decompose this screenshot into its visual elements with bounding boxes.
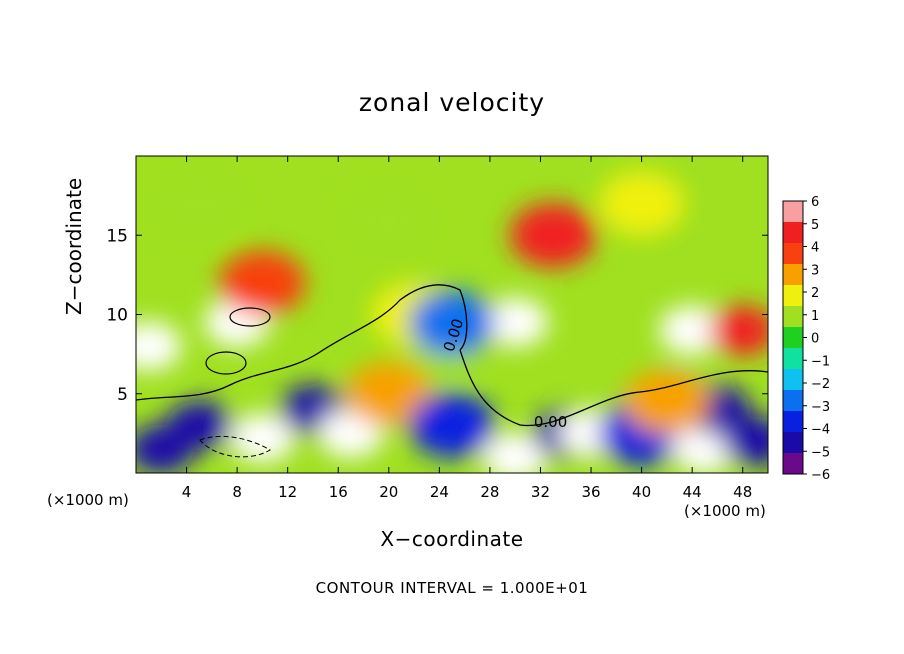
colorbar-tick-label: 0 bbox=[811, 332, 819, 347]
colorbar-segment bbox=[783, 285, 803, 307]
heatmap-cell bbox=[346, 187, 432, 251]
x-tick-label: 12 bbox=[278, 483, 297, 501]
x-tick-label: 16 bbox=[329, 483, 348, 501]
contour-label: 0.00 bbox=[534, 413, 567, 431]
colorbar-segment bbox=[783, 453, 803, 475]
colorbar-tick-label: −6 bbox=[811, 468, 830, 483]
heatmap-cell bbox=[156, 171, 242, 235]
colorbar-segment bbox=[783, 306, 803, 328]
x-axis-label: X−coordinate bbox=[0, 527, 904, 551]
x-tick-label: 32 bbox=[531, 483, 550, 501]
colorbar-segment bbox=[783, 411, 803, 433]
colorbar-tick-label: 3 bbox=[811, 263, 819, 278]
heatmap-cell bbox=[510, 203, 596, 267]
colorbar-segment bbox=[783, 243, 803, 265]
colorbar-segment bbox=[783, 348, 803, 370]
colorbar-tick-label: 2 bbox=[811, 286, 819, 301]
x-tick-label: 24 bbox=[430, 483, 449, 501]
contour-interval-note: CONTOUR INTERVAL = 1.000E+01 bbox=[0, 579, 904, 597]
x-tick-label: 20 bbox=[379, 483, 398, 501]
colorbar-segment bbox=[783, 369, 803, 391]
x-tick-label: 44 bbox=[683, 483, 702, 501]
colorbar-tick-label: 5 bbox=[811, 218, 819, 233]
y-axis-label: Z−coordinate bbox=[62, 178, 86, 315]
chart-svg: 4 8 12 16 20 24 28 32 36 40 44 48 51015 0.000.00 65… bbox=[0, 0, 904, 654]
heatmap-cell bbox=[409, 393, 495, 457]
x-tick-label: 8 bbox=[232, 483, 242, 501]
colorbar-tick-label: 6 bbox=[811, 195, 819, 210]
colorbar-segment bbox=[783, 201, 803, 223]
x-tick-label: 48 bbox=[733, 483, 752, 501]
colorbar-tick-label: −3 bbox=[811, 400, 830, 415]
colorbar-segment bbox=[783, 327, 803, 349]
heatmap-cell bbox=[219, 251, 305, 315]
colorbar-tick-label: −2 bbox=[811, 377, 830, 392]
x-unit-left: (×1000 m) bbox=[47, 491, 129, 509]
heatmap-cell bbox=[116, 322, 182, 371]
colorbar-tick-label: −5 bbox=[811, 445, 830, 460]
heatmap-cell bbox=[599, 171, 685, 235]
colorbar-tick-label: −4 bbox=[811, 423, 830, 438]
x-tick-label: 28 bbox=[480, 483, 499, 501]
x-unit-right: (×1000 m) bbox=[684, 502, 766, 520]
colorbar-tick-label: −1 bbox=[811, 354, 830, 369]
colorbar-tick-label: 1 bbox=[811, 309, 819, 324]
heatmap-cell bbox=[710, 306, 776, 355]
colorbar-segment bbox=[783, 390, 803, 412]
y-tick-label: 10 bbox=[106, 306, 128, 326]
colorbar-segment bbox=[783, 264, 803, 286]
x-tick-label: 36 bbox=[581, 483, 600, 501]
colorbar-segment bbox=[783, 222, 803, 244]
y-tick-label: 15 bbox=[106, 226, 128, 246]
heatmap-cell bbox=[128, 425, 194, 474]
x-tick-label: 40 bbox=[632, 483, 651, 501]
colorbar: 6 5 4 3 2 1 0 −1 −2 −3 −4 −5 −6 bbox=[783, 195, 830, 483]
y-tick-label: 5 bbox=[117, 385, 128, 405]
colorbar-segment bbox=[783, 432, 803, 454]
x-tick-label: 4 bbox=[182, 483, 192, 501]
heatmap-cell bbox=[722, 417, 788, 466]
colorbar-tick-label: 4 bbox=[811, 241, 819, 256]
